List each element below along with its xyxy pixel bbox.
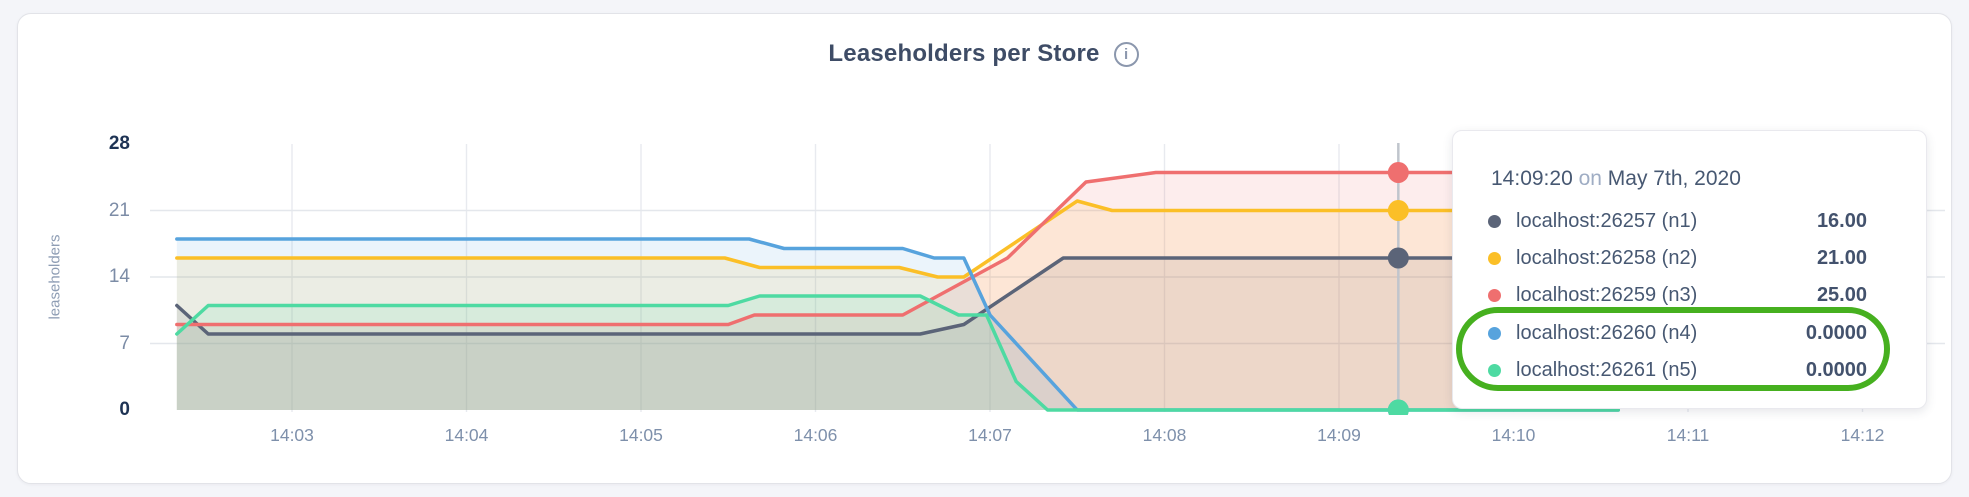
tooltip-date: May 7th, 2020: [1607, 167, 1741, 190]
series-line: [175, 199, 1620, 279]
series-value: 16.00: [1816, 210, 1867, 233]
tooltip-row: localhost:26260 (n4) 0.0000: [1453, 315, 1926, 352]
series-area: [176, 172, 1619, 410]
series-line: [175, 256, 1620, 336]
series-color-dot-icon: [1488, 326, 1501, 340]
series-value: 0.0000: [1805, 358, 1867, 381]
x-tick-label: 14:07: [968, 425, 1012, 445]
hover-point-dot: [1387, 200, 1409, 221]
series-name: localhost:26257 (n1): [1516, 210, 1698, 233]
tooltip-timestamp: 14:09:20 on May 7th, 2020: [1491, 167, 1741, 191]
y-tick-label: 28: [108, 133, 130, 154]
plot-area[interactable]: [150, 140, 1950, 415]
x-tick-label: 14:06: [793, 425, 838, 445]
series-color-dot-icon: [1488, 289, 1501, 303]
hover-tooltip: 14:09:20 on May 7th, 2020 localhost:2625…: [1452, 130, 1927, 409]
series-name: localhost:26259 (n3): [1516, 284, 1698, 307]
series-color-dot-icon: [1488, 252, 1501, 266]
series-value: 25.00: [1816, 284, 1867, 307]
series-line: [175, 237, 1620, 412]
tooltip-on-word: on: [1578, 167, 1602, 190]
series-name: localhost:26261 (n5): [1516, 358, 1698, 381]
x-tick-label: 14:12: [1840, 425, 1885, 445]
tooltip-row: localhost:26259 (n3) 25.00: [1453, 277, 1926, 314]
tooltip-row: localhost:26258 (n2) 21.00: [1453, 240, 1926, 277]
hover-point-dot: [1387, 247, 1409, 269]
series-value: 21.00: [1816, 247, 1867, 270]
series-area: [176, 239, 1619, 410]
tooltip-time: 14:09:20: [1491, 167, 1573, 190]
series-color-dot-icon: [1488, 215, 1501, 229]
info-icon[interactable]: i: [1113, 41, 1139, 67]
x-tick-label: 14:08: [1142, 425, 1187, 445]
x-tick-label: 14:09: [1317, 425, 1361, 445]
y-tick-label: 7: [119, 332, 130, 354]
series-line: [175, 170, 1620, 327]
series-line: [175, 294, 1620, 412]
series-color-dot-icon: [1488, 363, 1501, 377]
hover-point-dot: [1387, 399, 1409, 415]
series-name: localhost:26258 (n2): [1516, 247, 1698, 270]
x-tick-label: 14:10: [1491, 425, 1536, 445]
y-axis-title: leaseholders: [46, 234, 64, 320]
tooltip-rows: localhost:26257 (n1) 16.00 localhost:26258…: [1453, 203, 1926, 389]
y-tick-label: 0: [119, 399, 130, 420]
series-area: [176, 201, 1619, 410]
hover-point-dot: [1387, 162, 1409, 183]
chart-title: Leaseholders per Store: [828, 40, 1100, 67]
y-tick-label: 21: [108, 199, 130, 221]
series-name: localhost:26260 (n4): [1516, 321, 1698, 344]
tooltip-row: localhost:26261 (n5) 0.0000: [1453, 352, 1926, 389]
series-value: 0.0000: [1805, 321, 1867, 344]
y-tick-label: 14: [108, 266, 130, 287]
x-tick-label: 14:03: [270, 425, 314, 445]
x-tick-label: 14:11: [1666, 425, 1710, 445]
chart-header: Leaseholders per Store i: [17, 40, 1950, 68]
x-tick-label: 14:05: [619, 425, 663, 445]
x-tick-label: 14:04: [444, 425, 489, 445]
tooltip-row: localhost:26257 (n1) 16.00: [1453, 203, 1926, 240]
